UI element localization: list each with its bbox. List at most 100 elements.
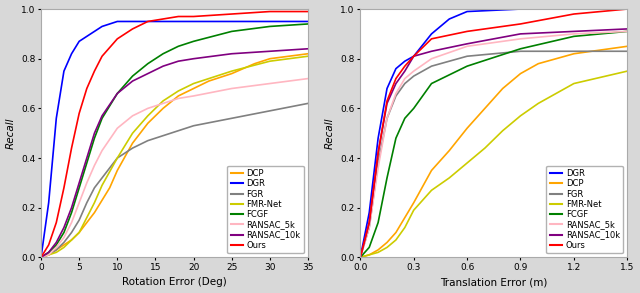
RANSAC_10k — [189, 57, 197, 60]
FMR-Net — [52, 251, 60, 254]
DGR — [401, 59, 409, 63]
DCP — [45, 253, 52, 257]
Line: RANSAC_10k: RANSAC_10k — [360, 29, 627, 257]
DGR — [113, 20, 121, 23]
FCGF — [60, 231, 68, 234]
DCP — [463, 127, 471, 130]
Ours — [76, 112, 83, 115]
RANSAC_5k — [91, 164, 99, 167]
RANSAC_5k — [365, 226, 373, 229]
FMR-Net — [60, 246, 68, 249]
FCGF — [144, 62, 152, 65]
RANSAC_10k — [516, 32, 524, 36]
X-axis label: Rotation Error (Deg): Rotation Error (Deg) — [122, 277, 227, 287]
FCGF — [98, 117, 106, 120]
DCP — [106, 186, 113, 190]
RANSAC_5k — [144, 107, 152, 110]
FGR — [383, 117, 391, 120]
FGR — [304, 102, 312, 105]
FGR — [175, 129, 182, 132]
DCP — [129, 141, 136, 145]
FMR-Net — [499, 129, 506, 132]
FGR — [356, 255, 364, 259]
X-axis label: Translation Error (m): Translation Error (m) — [440, 277, 547, 287]
RANSAC_10k — [266, 50, 274, 53]
RANSAC_10k — [570, 30, 578, 33]
DCP — [374, 248, 382, 252]
Ours — [570, 12, 578, 16]
FMR-Net — [410, 208, 417, 212]
RANSAC_10k — [45, 251, 52, 254]
RANSAC_10k — [383, 102, 391, 105]
RANSAC_10k — [228, 52, 236, 55]
FCGF — [365, 246, 373, 249]
FCGF — [304, 22, 312, 26]
DCP — [266, 57, 274, 60]
DGR — [152, 20, 159, 23]
DCP — [60, 243, 68, 247]
DCP — [37, 255, 45, 259]
RANSAC_5k — [175, 97, 182, 100]
Ours — [98, 54, 106, 58]
RANSAC_10k — [623, 27, 631, 31]
RANSAC_5k — [410, 69, 417, 73]
FGR — [60, 241, 68, 244]
Line: RANSAC_5k: RANSAC_5k — [360, 31, 627, 257]
DGR — [91, 30, 99, 33]
Line: FGR: FGR — [360, 51, 627, 257]
DGR — [98, 25, 106, 28]
RANSAC_10k — [91, 132, 99, 135]
DGR — [445, 17, 453, 21]
Ours — [37, 255, 45, 259]
FMR-Net — [383, 246, 391, 249]
DCP — [175, 94, 182, 98]
RANSAC_5k — [83, 181, 91, 185]
RANSAC_10k — [159, 64, 167, 68]
RANSAC_10k — [144, 72, 152, 75]
RANSAC_10k — [129, 79, 136, 83]
DCP — [401, 216, 409, 219]
FGR — [159, 134, 167, 137]
RANSAC_10k — [98, 114, 106, 117]
FCGF — [175, 45, 182, 48]
FCGF — [623, 30, 631, 33]
FGR — [68, 231, 76, 234]
FGR — [228, 117, 236, 120]
FCGF — [228, 30, 236, 33]
FCGF — [91, 137, 99, 140]
FGR — [570, 50, 578, 53]
RANSAC_10k — [37, 255, 45, 259]
FMR-Net — [113, 156, 121, 160]
Ours — [365, 221, 373, 224]
FGR — [37, 255, 45, 259]
FGR — [129, 146, 136, 150]
DCP — [481, 107, 489, 110]
FCGF — [159, 52, 167, 55]
Line: FCGF: FCGF — [41, 24, 308, 257]
FCGF — [516, 47, 524, 50]
RANSAC_5k — [45, 253, 52, 257]
DCP — [159, 107, 167, 110]
Ours — [52, 221, 60, 224]
DCP — [189, 87, 197, 90]
DCP — [113, 169, 121, 172]
Ours — [266, 10, 274, 13]
RANSAC_5k — [570, 32, 578, 36]
DGR — [189, 20, 197, 23]
FMR-Net — [37, 255, 45, 259]
Line: RANSAC_5k: RANSAC_5k — [41, 79, 308, 257]
FGR — [144, 139, 152, 142]
RANSAC_10k — [365, 221, 373, 224]
RANSAC_5k — [60, 236, 68, 239]
DGR — [356, 255, 364, 259]
RANSAC_10k — [304, 47, 312, 50]
RANSAC_5k — [401, 77, 409, 80]
DGR — [365, 211, 373, 214]
DCP — [356, 255, 364, 259]
DGR — [570, 7, 578, 11]
RANSAC_5k — [428, 57, 435, 60]
FMR-Net — [98, 184, 106, 187]
DCP — [144, 122, 152, 125]
Ours — [392, 77, 400, 80]
DGR — [83, 35, 91, 38]
